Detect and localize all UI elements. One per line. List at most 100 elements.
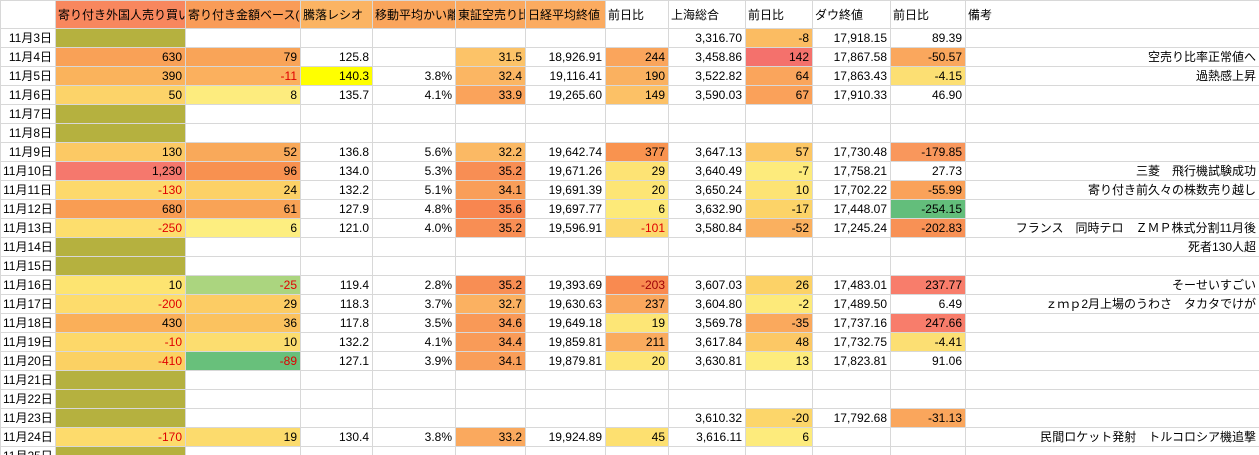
cell-d-r6[interactable]: 136.8 — [300, 142, 373, 162]
cell-g-r19[interactable] — [525, 389, 606, 409]
cell-h-r0[interactable] — [605, 28, 669, 48]
cell-m-r1[interactable]: 空売り比率正常値へ — [965, 47, 1259, 67]
cell-j-r9[interactable]: -17 — [745, 199, 813, 219]
cell-b-r1[interactable]: 630 — [55, 47, 186, 67]
cell-date-r0[interactable]: 11月3日 — [0, 28, 56, 48]
cell-e-r7[interactable]: 5.3% — [372, 161, 456, 181]
cell-c-r12[interactable] — [185, 256, 301, 276]
cell-g-r20[interactable] — [525, 408, 606, 428]
cell-h-r17[interactable]: 20 — [605, 351, 669, 371]
cell-k-r10[interactable]: 17,245.24 — [812, 218, 891, 238]
cell-l-r8[interactable]: -55.99 — [890, 180, 966, 200]
cell-m-r6[interactable] — [965, 142, 1259, 162]
cell-m-r20[interactable] — [965, 408, 1259, 428]
cell-date-r13[interactable]: 11月16日 — [0, 275, 56, 295]
cell-d-r8[interactable]: 132.2 — [300, 180, 373, 200]
cell-d-r20[interactable] — [300, 408, 373, 428]
cell-k-r11[interactable] — [812, 237, 891, 257]
cell-d-r18[interactable] — [300, 370, 373, 390]
cell-k-r0[interactable]: 17,918.15 — [812, 28, 891, 48]
cell-f-r18[interactable] — [455, 370, 526, 390]
cell-date-r3[interactable]: 11月6日 — [0, 85, 56, 105]
cell-l-r7[interactable]: 27.73 — [890, 161, 966, 181]
cell-d-r16[interactable]: 132.2 — [300, 332, 373, 352]
cell-k-r6[interactable]: 17,730.48 — [812, 142, 891, 162]
cell-k-r5[interactable] — [812, 123, 891, 143]
cell-k-r7[interactable]: 17,758.21 — [812, 161, 891, 181]
cell-j-r2[interactable]: 64 — [745, 66, 813, 86]
cell-i-r21[interactable]: 3,616.11 — [668, 427, 746, 447]
cell-f-r13[interactable]: 35.2 — [455, 275, 526, 295]
header-c[interactable]: 寄り付き金額ベース(億) — [185, 0, 301, 29]
cell-date-r22[interactable]: 11月25日 — [0, 446, 56, 455]
cell-k-r20[interactable]: 17,792.68 — [812, 408, 891, 428]
cell-d-r13[interactable]: 119.4 — [300, 275, 373, 295]
cell-g-r7[interactable]: 19,671.26 — [525, 161, 606, 181]
cell-i-r14[interactable]: 3,604.80 — [668, 294, 746, 314]
cell-l-r3[interactable]: 46.90 — [890, 85, 966, 105]
cell-j-r1[interactable]: 142 — [745, 47, 813, 67]
cell-b-r10[interactable]: -250 — [55, 218, 186, 238]
cell-l-r4[interactable] — [890, 104, 966, 124]
cell-date-r7[interactable]: 11月10日 — [0, 161, 56, 181]
cell-j-r8[interactable]: 10 — [745, 180, 813, 200]
cell-c-r20[interactable] — [185, 408, 301, 428]
cell-c-r22[interactable] — [185, 446, 301, 455]
cell-l-r17[interactable]: 91.06 — [890, 351, 966, 371]
cell-m-r16[interactable] — [965, 332, 1259, 352]
cell-h-r7[interactable]: 29 — [605, 161, 669, 181]
cell-j-r16[interactable]: 48 — [745, 332, 813, 352]
cell-j-r6[interactable]: 57 — [745, 142, 813, 162]
cell-m-r3[interactable] — [965, 85, 1259, 105]
cell-h-r15[interactable]: 19 — [605, 313, 669, 333]
cell-h-r11[interactable] — [605, 237, 669, 257]
cell-e-r8[interactable]: 5.1% — [372, 180, 456, 200]
cell-j-r7[interactable]: -7 — [745, 161, 813, 181]
cell-j-r21[interactable]: 6 — [745, 427, 813, 447]
cell-d-r21[interactable]: 130.4 — [300, 427, 373, 447]
cell-j-r20[interactable]: -20 — [745, 408, 813, 428]
cell-i-r2[interactable]: 3,522.82 — [668, 66, 746, 86]
cell-e-r10[interactable]: 4.0% — [372, 218, 456, 238]
cell-date-r18[interactable]: 11月21日 — [0, 370, 56, 390]
cell-f-r5[interactable] — [455, 123, 526, 143]
cell-d-r22[interactable] — [300, 446, 373, 455]
cell-b-r11[interactable] — [55, 237, 186, 257]
cell-date-r10[interactable]: 11月13日 — [0, 218, 56, 238]
cell-f-r17[interactable]: 34.1 — [455, 351, 526, 371]
cell-f-r20[interactable] — [455, 408, 526, 428]
cell-c-r1[interactable]: 79 — [185, 47, 301, 67]
cell-i-r16[interactable]: 3,617.84 — [668, 332, 746, 352]
cell-b-r15[interactable]: 430 — [55, 313, 186, 333]
cell-h-r19[interactable] — [605, 389, 669, 409]
cell-l-r20[interactable]: -31.13 — [890, 408, 966, 428]
cell-l-r19[interactable] — [890, 389, 966, 409]
cell-m-r13[interactable]: そーせいすごい — [965, 275, 1259, 295]
cell-h-r14[interactable]: 237 — [605, 294, 669, 314]
cell-h-r16[interactable]: 211 — [605, 332, 669, 352]
cell-g-r9[interactable]: 19,697.77 — [525, 199, 606, 219]
cell-d-r11[interactable] — [300, 237, 373, 257]
cell-m-r14[interactable]: ｚｍｐ2月上場のうわさ タカタでけが — [965, 294, 1259, 314]
cell-b-r12[interactable] — [55, 256, 186, 276]
cell-h-r21[interactable]: 45 — [605, 427, 669, 447]
cell-f-r1[interactable]: 31.5 — [455, 47, 526, 67]
cell-h-r9[interactable]: 6 — [605, 199, 669, 219]
cell-c-r21[interactable]: 19 — [185, 427, 301, 447]
cell-f-r22[interactable] — [455, 446, 526, 455]
cell-l-r2[interactable]: -4.15 — [890, 66, 966, 86]
cell-g-r14[interactable]: 19,630.63 — [525, 294, 606, 314]
cell-e-r14[interactable]: 3.7% — [372, 294, 456, 314]
cell-b-r5[interactable] — [55, 123, 186, 143]
cell-k-r8[interactable]: 17,702.22 — [812, 180, 891, 200]
cell-g-r17[interactable]: 19,879.81 — [525, 351, 606, 371]
cell-d-r12[interactable] — [300, 256, 373, 276]
cell-f-r15[interactable]: 34.6 — [455, 313, 526, 333]
cell-g-r5[interactable] — [525, 123, 606, 143]
cell-i-r7[interactable]: 3,640.49 — [668, 161, 746, 181]
cell-f-r21[interactable]: 33.2 — [455, 427, 526, 447]
cell-e-r13[interactable]: 2.8% — [372, 275, 456, 295]
cell-c-r9[interactable]: 61 — [185, 199, 301, 219]
cell-c-r5[interactable] — [185, 123, 301, 143]
cell-k-r13[interactable]: 17,483.01 — [812, 275, 891, 295]
